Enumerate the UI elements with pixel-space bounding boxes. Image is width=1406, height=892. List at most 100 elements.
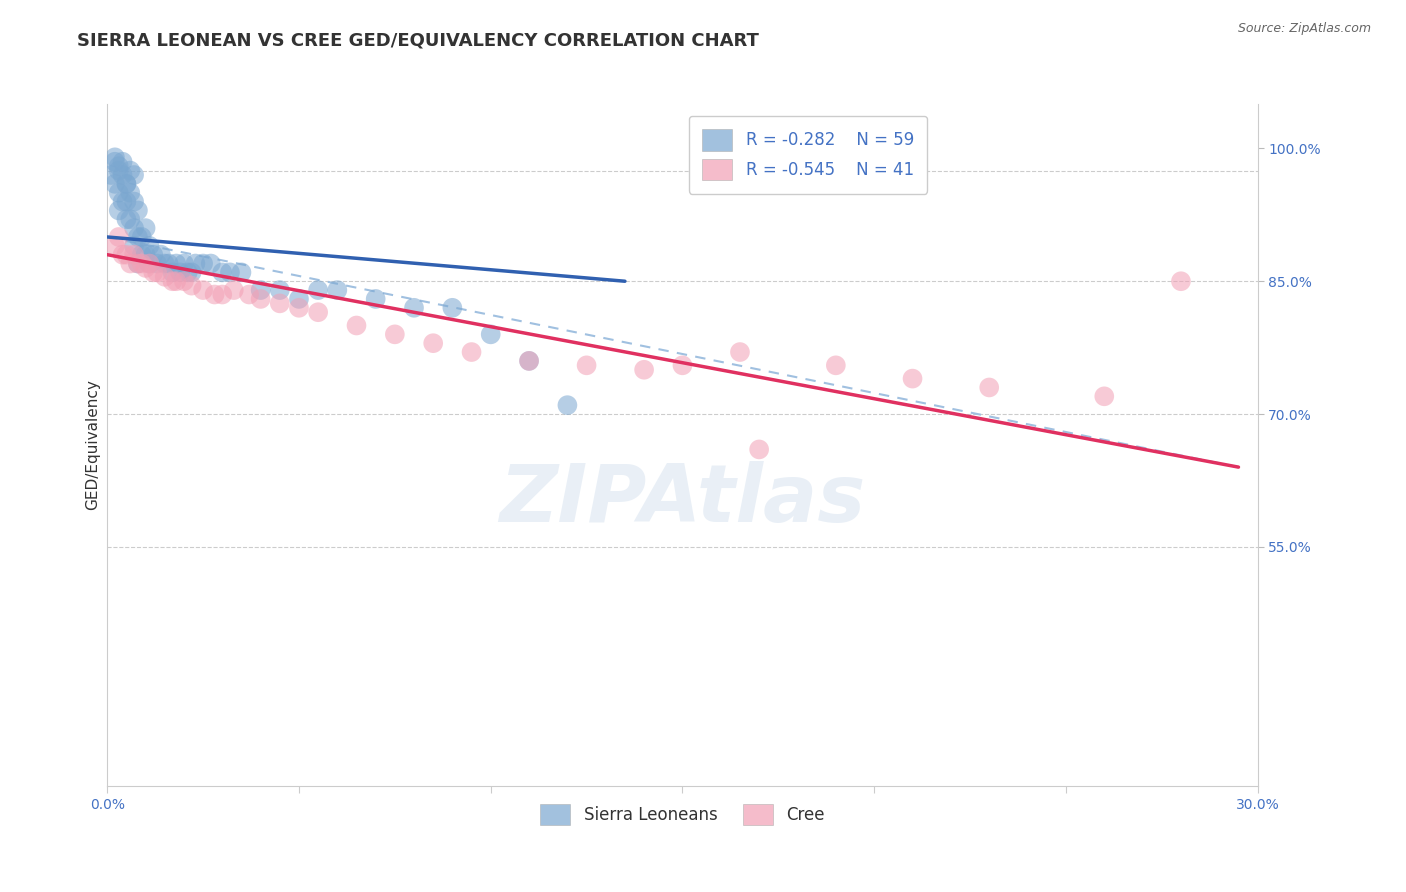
Point	[180, 278, 202, 293]
Point	[157, 256, 180, 270]
Point	[120, 256, 142, 270]
Point	[288, 301, 311, 315]
Text: SIERRA LEONEAN VS CREE GED/EQUIVALENCY CORRELATION CHART: SIERRA LEONEAN VS CREE GED/EQUIVALENCY C…	[77, 31, 759, 49]
Point	[557, 398, 579, 412]
Point	[104, 154, 127, 169]
Point	[122, 221, 145, 235]
Point	[249, 283, 271, 297]
Point	[162, 265, 184, 279]
Point	[127, 256, 149, 270]
Point	[460, 345, 482, 359]
Point	[100, 168, 122, 182]
Point	[211, 265, 233, 279]
Point	[138, 256, 160, 270]
Point	[162, 274, 184, 288]
Point	[115, 177, 138, 191]
Point	[219, 265, 242, 279]
Point	[180, 265, 202, 279]
Point	[122, 168, 145, 182]
Point	[441, 301, 464, 315]
Point	[111, 168, 134, 182]
Point	[191, 283, 214, 297]
Point	[384, 327, 406, 342]
Point	[120, 212, 142, 227]
Point	[153, 269, 176, 284]
Point	[115, 194, 138, 209]
Point	[173, 274, 195, 288]
Text: Source: ZipAtlas.com: Source: ZipAtlas.com	[1237, 22, 1371, 36]
Point	[122, 194, 145, 209]
Point	[104, 177, 127, 191]
Point	[115, 248, 138, 262]
Point	[222, 283, 245, 297]
Point	[131, 248, 153, 262]
Point	[231, 265, 253, 279]
Point	[131, 230, 153, 244]
Point	[402, 301, 425, 315]
Point	[671, 359, 693, 373]
Point	[107, 186, 129, 200]
Point	[122, 239, 145, 253]
Point	[146, 256, 169, 270]
Point	[111, 248, 134, 262]
Point	[120, 186, 142, 200]
Point	[127, 230, 149, 244]
Point	[115, 177, 138, 191]
Point	[326, 283, 349, 297]
Point	[107, 230, 129, 244]
Point	[107, 163, 129, 178]
Point	[517, 354, 540, 368]
Point	[165, 256, 187, 270]
Text: ZIPAtlas: ZIPAtlas	[499, 460, 866, 539]
Point	[364, 292, 387, 306]
Point	[979, 380, 1001, 394]
Point	[146, 265, 169, 279]
Point	[204, 287, 226, 301]
Point	[191, 256, 214, 270]
Point	[1092, 389, 1115, 403]
Point	[177, 265, 200, 279]
Point	[135, 260, 157, 275]
Point	[517, 354, 540, 368]
Point	[633, 363, 655, 377]
Point	[127, 203, 149, 218]
Point	[120, 163, 142, 178]
Point	[728, 345, 751, 359]
Point	[307, 283, 329, 297]
Point	[200, 256, 222, 270]
Y-axis label: GED/Equivalency: GED/Equivalency	[86, 380, 100, 510]
Point	[135, 221, 157, 235]
Point	[1170, 274, 1192, 288]
Point	[149, 248, 172, 262]
Point	[111, 194, 134, 209]
Point	[211, 287, 233, 301]
Point	[307, 305, 329, 319]
Point	[249, 292, 271, 306]
Point	[115, 212, 138, 227]
Point	[173, 256, 195, 270]
Point	[184, 256, 207, 270]
Point	[142, 248, 165, 262]
Point	[169, 265, 191, 279]
Point	[111, 154, 134, 169]
Point	[135, 248, 157, 262]
Point	[288, 292, 311, 306]
Point	[824, 359, 846, 373]
Point	[107, 159, 129, 173]
Legend: Sierra Leoneans, Cree: Sierra Leoneans, Cree	[534, 797, 831, 832]
Point	[238, 287, 260, 301]
Point	[269, 283, 291, 297]
Point	[748, 442, 770, 457]
Point	[138, 256, 160, 270]
Point	[575, 359, 598, 373]
Point	[142, 265, 165, 279]
Point	[122, 248, 145, 262]
Point	[153, 256, 176, 270]
Point	[346, 318, 368, 333]
Point	[901, 371, 924, 385]
Point	[138, 239, 160, 253]
Point	[104, 150, 127, 164]
Point	[104, 239, 127, 253]
Point	[131, 256, 153, 270]
Point	[127, 256, 149, 270]
